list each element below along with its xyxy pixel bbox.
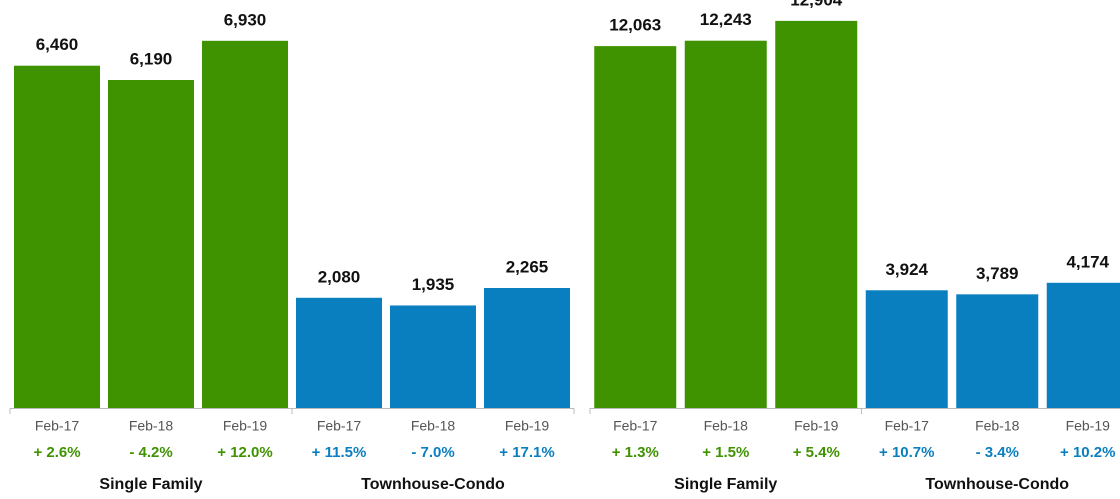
change-label: + 1.5% <box>702 444 749 461</box>
group-label: Single Family <box>674 476 777 493</box>
data-label: 3,924 <box>885 260 928 279</box>
x-tick-label: Feb-18 <box>411 418 456 434</box>
x-tick-label: Feb-19 <box>1066 418 1111 434</box>
bar <box>202 40 288 409</box>
change-label: - 4.2% <box>129 444 172 461</box>
change-label: + 10.2% <box>1060 444 1115 461</box>
data-label: 1,935 <box>412 275 455 294</box>
bar <box>775 20 858 408</box>
group-label: Single Family <box>99 476 202 493</box>
group-label: Townhouse-Condo <box>361 476 505 493</box>
change-label: + 11.5% <box>312 444 367 461</box>
bar <box>684 40 767 409</box>
bar <box>865 290 948 408</box>
bar <box>390 305 476 408</box>
change-label: + 10.7% <box>879 444 934 461</box>
bar <box>1046 282 1120 408</box>
data-label: 2,265 <box>506 257 549 276</box>
change-label: + 5.4% <box>793 444 840 461</box>
x-tick-label: Feb-17 <box>885 418 930 434</box>
x-tick-label: Feb-19 <box>223 418 268 434</box>
group-label: Townhouse-Condo <box>925 476 1069 493</box>
change-label: + 12.0% <box>217 444 272 461</box>
x-tick-label: Feb-19 <box>794 418 839 434</box>
bar <box>296 297 382 408</box>
data-label: 4,174 <box>1066 252 1109 271</box>
x-tick-label: Feb-18 <box>129 418 174 434</box>
bar <box>594 46 677 409</box>
x-tick-label: Feb-17 <box>317 418 362 434</box>
x-tick-label: Feb-17 <box>613 418 658 434</box>
x-tick-label: Feb-18 <box>975 418 1020 434</box>
data-label: 3,789 <box>976 264 1019 283</box>
change-label: + 2.6% <box>33 444 80 461</box>
change-label: + 17.1% <box>499 444 554 461</box>
x-tick-label: Feb-18 <box>704 418 749 434</box>
data-label: 12,063 <box>609 16 661 35</box>
change-label: - 7.0% <box>411 444 454 461</box>
bar <box>108 80 194 409</box>
bar <box>14 65 100 409</box>
bar <box>956 294 1039 408</box>
x-tick-label: Feb-19 <box>505 418 550 434</box>
bar <box>484 287 570 408</box>
change-label: + 1.3% <box>612 444 659 461</box>
data-label: 2,080 <box>318 267 361 286</box>
data-label: 6,460 <box>36 35 79 54</box>
data-label: 6,190 <box>130 49 173 68</box>
data-label: 12,243 <box>700 10 752 29</box>
data-label: 12,904 <box>790 0 843 9</box>
data-label: 6,930 <box>224 10 267 29</box>
change-label: - 3.4% <box>976 444 1019 461</box>
x-tick-label: Feb-17 <box>35 418 80 434</box>
